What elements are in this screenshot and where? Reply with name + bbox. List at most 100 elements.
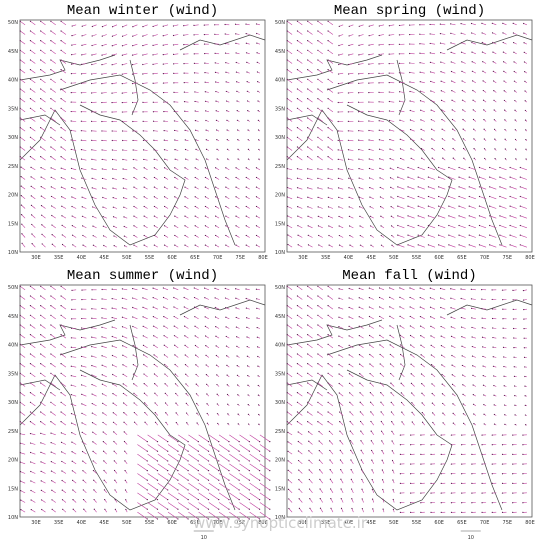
vector-head [286,372,288,374]
vector-head [392,469,394,471]
vector-head [163,167,166,169]
wind-vector [399,91,405,93]
wind-vector [91,393,97,397]
vector-head [440,444,442,446]
wind-vector [164,167,169,171]
wind-vector [329,450,334,455]
wind-vector [307,295,313,300]
vector-head [494,148,496,150]
vector-head [91,149,93,151]
wind-vector [407,176,415,180]
wind-vector [389,110,395,113]
wind-vector [461,326,466,329]
wind-vector [259,482,270,491]
vector-head [102,450,105,452]
wind-vector [327,40,334,45]
vector-head [91,383,93,386]
vector-head [81,422,83,424]
wind-vector [91,384,97,387]
wind-vector [349,244,354,248]
vector-head [359,234,361,237]
vector-head [390,205,392,208]
vector-head [512,473,514,475]
wind-vector [20,499,26,503]
wind-vector [287,215,293,219]
vector-head [214,287,216,289]
vector-head [214,316,217,318]
vector-head [317,30,319,32]
vector-head [60,49,62,51]
wind-vector [235,196,240,200]
vector-head [19,471,22,473]
wind-vector [92,187,97,190]
wind-vector [235,33,240,35]
vector-head [163,205,166,208]
vector-head [50,343,52,345]
wind-vector [351,508,354,513]
vector-head [29,442,32,444]
vector-head [411,421,413,423]
wind-vector [461,42,466,45]
vector-head [258,479,261,481]
vector-head [50,88,52,90]
coastline [19,369,186,511]
wind-vector [41,234,46,238]
wind-vector [407,225,415,229]
wind-vector [178,511,189,520]
vector-head [50,40,52,42]
vector-head [255,215,258,217]
vector-head [101,73,103,75]
wind-vector [410,344,415,349]
vector-head [430,453,432,456]
vector-head [337,120,339,123]
vector-head [482,384,485,386]
longitude-label: 75E [236,520,246,526]
vector-head [327,78,329,80]
vector-head [389,177,392,179]
vector-head [524,80,526,82]
wind-vector [208,463,219,471]
vector-head [124,245,126,247]
vector-head [427,195,430,198]
vector-head [499,176,501,178]
wind-vector [256,186,261,190]
wind-vector [418,196,425,200]
wind-vector [178,453,189,462]
vector-head [450,463,453,465]
vector-head [60,78,62,80]
vector-head [478,205,481,207]
wind-vector [391,440,395,445]
longitude-label: 65E [457,520,467,526]
vector-head [60,432,62,434]
vector-head [246,365,249,367]
wind-vector [297,225,303,229]
vector-head [338,316,340,318]
wind-vector [30,392,36,397]
wind-vector [369,297,374,300]
wind-vector [348,53,354,56]
vector-head [410,157,412,159]
vector-head [461,326,463,328]
wind-vector [329,244,334,248]
vector-head [388,91,390,93]
wind-vector [397,196,405,200]
vector-head [82,244,84,246]
wind-vector [122,24,128,28]
vector-head [20,509,22,511]
vector-head [40,30,42,32]
vector-head [204,91,206,93]
vector-head [493,90,495,92]
wind-vector [174,235,179,238]
vector-head [80,82,83,84]
vector-head [269,508,271,510]
wind-vector [40,69,46,74]
wind-vector [432,402,436,407]
vector-head [525,158,527,160]
wind-vector [81,187,87,190]
vector-head [92,225,94,227]
wind-vector [235,235,240,238]
vector-head [420,482,422,485]
vector-head [515,158,517,160]
wind-vector [338,82,344,84]
wind-vector [113,422,118,426]
